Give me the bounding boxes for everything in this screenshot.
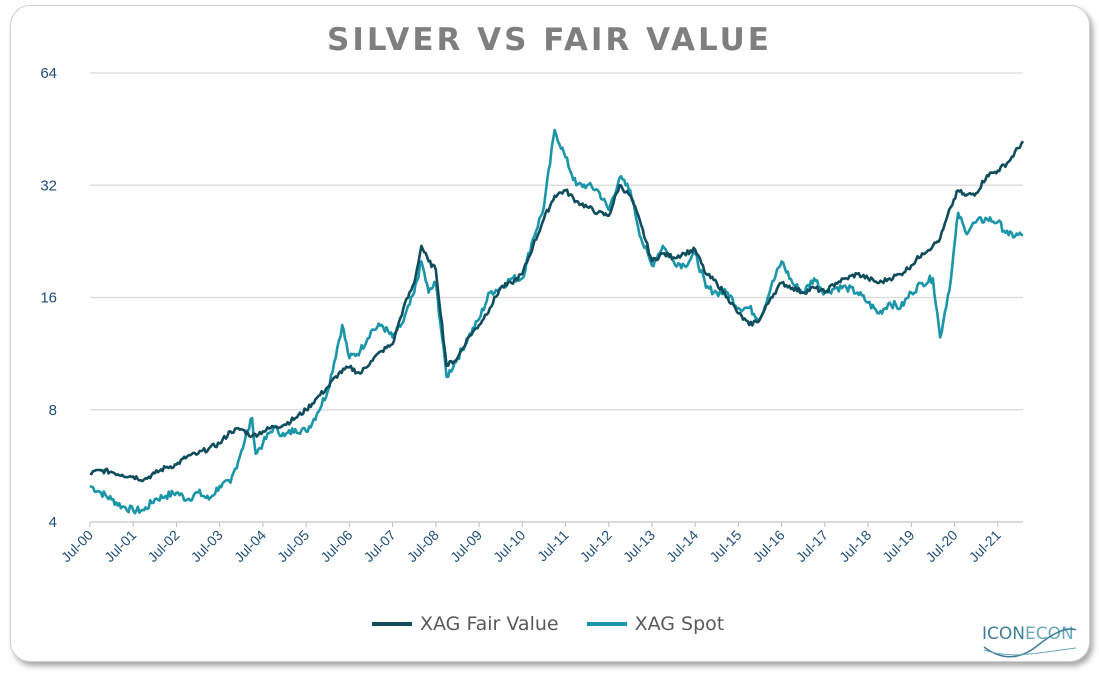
x-tick-label: Jul-06 [317, 527, 355, 565]
x-tick-label: Jul-17 [793, 527, 831, 565]
iconecon-logo: ICONECON [982, 620, 1078, 660]
legend: XAG Fair Value XAG Spot [372, 613, 724, 635]
x-tick-label: Jul-15 [706, 527, 744, 565]
x-axis: Jul-00 Jul-01 Jul-02 Jul-03 Jul-04 Jul-05 Jul-… [58, 521, 1023, 565]
logo-text-econ: ECON [1024, 624, 1074, 644]
x-tick-label: Jul-12 [577, 527, 615, 565]
y-tick-label: 8 [49, 402, 57, 419]
x-tick-label: Jul-11 [534, 527, 572, 565]
y-tick-label: 32 [40, 177, 57, 194]
x-tick-label: Jul-21 [966, 527, 1004, 565]
chart-title: SILVER VS FAIR VALUE [327, 22, 772, 58]
x-tick-label: Jul-07 [360, 527, 398, 565]
x-tick-label: Jul-14 [663, 527, 701, 565]
x-tick-label: Jul-20 [922, 527, 960, 565]
chart-card [10, 5, 1090, 662]
x-tick-label: Jul-08 [404, 527, 442, 565]
legend-item-spot: XAG Spot [586, 613, 725, 635]
legend-swatch-fair-value [372, 622, 412, 626]
series-line-fair-value [89, 140, 1025, 483]
x-tick-label: Jul-13 [620, 527, 658, 565]
series-lines [89, 128, 1025, 515]
x-tick-label: Jul-18 [836, 527, 874, 565]
series-line-spot [89, 128, 1024, 515]
x-tick-label: Jul-03 [188, 527, 226, 565]
y-tick-label: 16 [40, 290, 57, 307]
x-tick-label: Jul-01 [101, 527, 139, 565]
x-tick-label: Jul-16 [749, 527, 787, 565]
legend-item-fair-value: XAG Fair Value [372, 613, 559, 635]
logo-wave-icon [983, 628, 1077, 658]
x-tick-label: Jul-00 [58, 527, 96, 565]
y-tick-label: 4 [49, 514, 57, 531]
x-tick-label: Jul-02 [144, 527, 182, 565]
x-tick-label: Jul-19 [879, 527, 917, 565]
gridlines [90, 72, 1023, 523]
legend-label-spot: XAG Spot [634, 613, 725, 635]
logo-text-icon: ICON [982, 624, 1025, 644]
legend-label-fair-value: XAG Fair Value [420, 613, 559, 635]
logo-text: ICONECON [982, 624, 1074, 644]
y-axis: 4 8 16 32 64 [40, 65, 57, 531]
y-tick-label: 64 [40, 65, 57, 82]
x-tick-label: Jul-10 [490, 527, 528, 565]
x-tick-label: Jul-04 [231, 527, 269, 565]
x-tick-label: Jul-09 [447, 527, 485, 565]
x-tick-label: Jul-05 [274, 527, 312, 565]
legend-swatch-spot [586, 622, 627, 626]
